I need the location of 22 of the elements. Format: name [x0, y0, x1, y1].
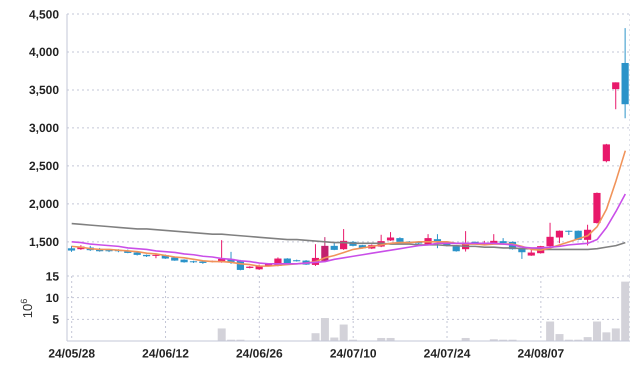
x-tick-label: 24/06/26 — [236, 346, 284, 361]
y-tick-label: 15 — [46, 269, 60, 284]
candlestick — [602, 143, 610, 163]
y-tick-label: 3,000 — [28, 121, 60, 136]
candlestick — [546, 222, 554, 248]
line-series — [70, 150, 626, 267]
y-tick-label: 10 — [46, 290, 60, 305]
candlestick — [556, 230, 564, 244]
line-series — [70, 193, 626, 265]
x-tick-label: 24/07/24 — [424, 346, 471, 361]
y-tick-label: 4,000 — [28, 45, 60, 60]
y-tick-label: 5 — [52, 312, 60, 327]
y-tick-label: 1,500 — [28, 235, 60, 250]
y-tick-label: 2,500 — [28, 159, 60, 174]
x-tick-label: 24/05/28 — [48, 346, 96, 361]
y-tick-label: 4,500 — [28, 7, 60, 22]
x-tick-label: 24/06/12 — [142, 346, 190, 361]
y-tick-label: 3,500 — [28, 83, 60, 98]
x-tick-label: 24/07/10 — [330, 346, 377, 361]
y-tick-label: 2,000 — [28, 197, 60, 212]
x-tick-label: 24/08/07 — [518, 346, 565, 361]
candlestick — [612, 82, 620, 110]
